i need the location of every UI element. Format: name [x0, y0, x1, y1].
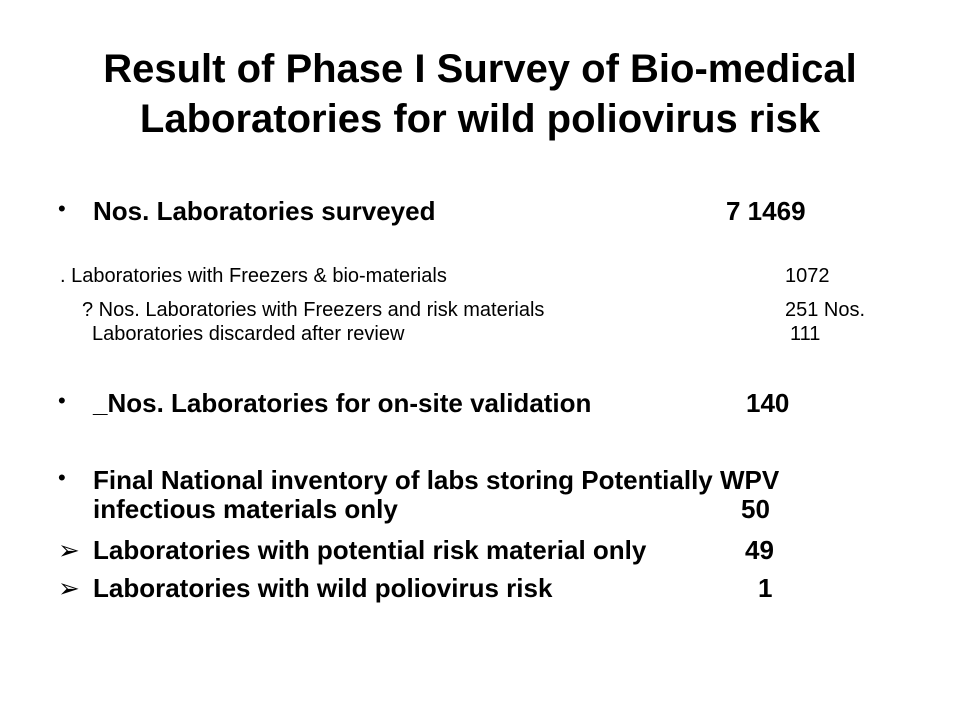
arrow-bullet-icon: ➢ [58, 573, 80, 603]
risk-value: 251 Nos. [785, 299, 866, 321]
potential-value: 49 [745, 535, 774, 565]
risk-label: ? Nos. Laboratories with Freezers and ri… [82, 299, 545, 321]
slide-title: Result of Phase I Survey of Bio-medical … [60, 44, 900, 144]
surveyed-value: 7 1469 [726, 196, 806, 226]
onsite-value: 140 [746, 388, 790, 418]
final-line-2: infectious materials only [93, 494, 398, 524]
title-line-1: Result of Phase I Survey of Bio-medical [103, 47, 857, 91]
title-line-2: Laboratories for wild poliovirus risk [139, 97, 821, 141]
wild-label: Laboratories with wild poliovirus risk [93, 573, 553, 603]
potential-label: Laboratories with potential risk materia… [93, 535, 647, 565]
arrow-bullet-icon: ➢ [58, 535, 80, 565]
discarded-label: Laboratories discarded after review [92, 323, 405, 345]
wild-value: 1 [758, 573, 773, 603]
surveyed-label: Nos. Laboratories surveyed [93, 196, 436, 226]
bullet-dot: • [58, 388, 66, 413]
bullet-dot: • [58, 196, 66, 221]
bullet-dot: • [58, 465, 66, 490]
final-value: 50 [741, 494, 770, 524]
final-line-1: Final National inventory of labs storing… [93, 465, 780, 495]
onsite-label: _Nos. Laboratories for on-site validatio… [93, 388, 592, 418]
discarded-value: 111 [790, 323, 821, 345]
freezers-value: 1072 [785, 265, 830, 287]
freezers-label: . Laboratories with Freezers & bio-mater… [60, 265, 447, 287]
